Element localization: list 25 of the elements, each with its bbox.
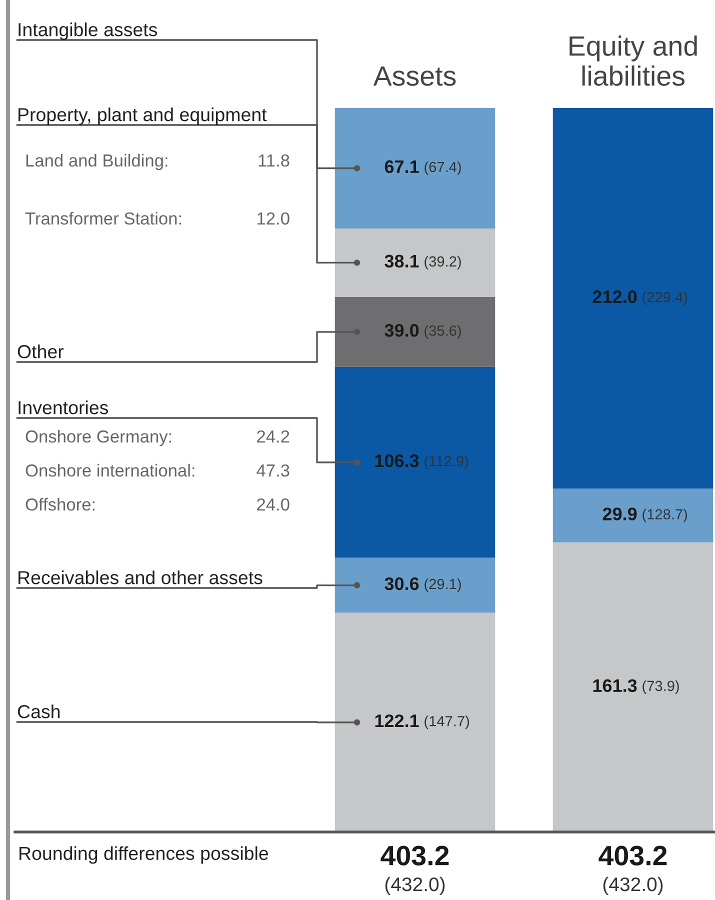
data-label: 29.9 (128.7) — [602, 508, 688, 522]
total-label: 403.2 (432.0) — [598, 846, 667, 896]
data-label: 67.1 (67.4) — [384, 160, 461, 176]
x-tick-label: Assets — [373, 66, 456, 86]
data-label: 212.0 (229.4) — [592, 290, 688, 306]
text: Onshore Germany: 24.2 — [26, 430, 290, 446]
text: Intangible assets — [18, 22, 158, 40]
data-label: 122.1 (147.7) — [375, 714, 470, 730]
text: Onshore international: 47.3 — [26, 464, 290, 477]
total-label: 403.2 (432.0) — [380, 846, 449, 896]
text: Land and Building: 11.8 — [26, 154, 290, 170]
text: Rounding differences possible — [20, 846, 268, 864]
data-label: 30.6 (29.1) — [384, 577, 461, 592]
text: Offshore: 24.0 — [26, 498, 290, 511]
data-label: 38.1 (39.2) — [384, 254, 461, 270]
data-label: 106.3 (112.9) — [375, 454, 468, 470]
text: Other — [18, 344, 64, 358]
data-label: 161.3 (73.9) — [593, 679, 679, 694]
text: Inventories — [18, 400, 108, 414]
text: Transformer Station: 12.0 — [25, 212, 290, 225]
text: Property, plant and equipment — [18, 108, 267, 125]
data-label: 39.0 (35.6) — [384, 324, 461, 339]
text: Cash — [18, 704, 60, 718]
text: Receivables and other assets — [18, 570, 262, 584]
x-tick-label: Equity and liabilities — [570, 36, 697, 86]
